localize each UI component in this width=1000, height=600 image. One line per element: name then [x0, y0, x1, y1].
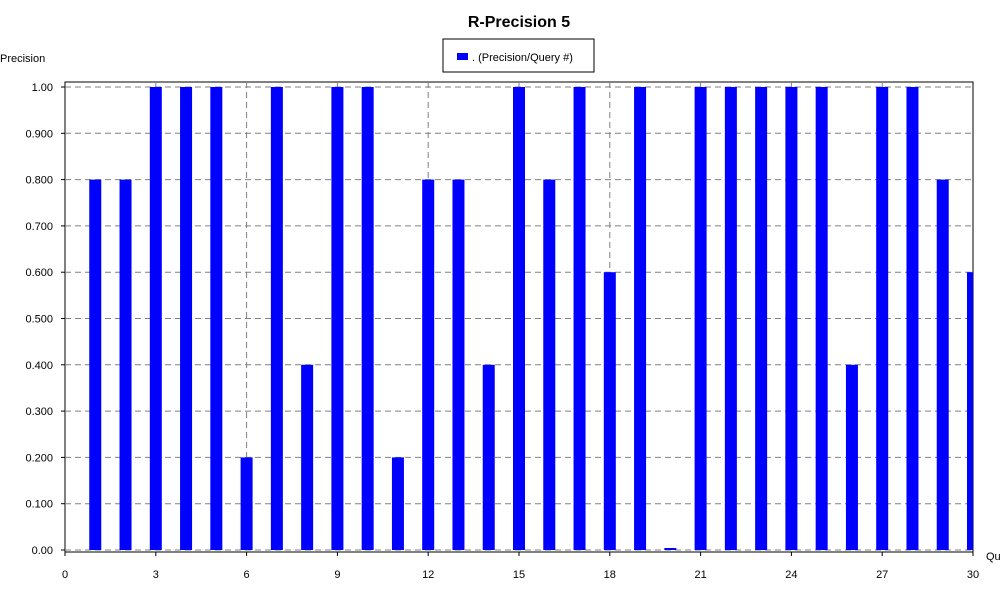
y-tick-label: 0.700 [25, 221, 53, 233]
y-tick-label: 0.500 [25, 314, 53, 326]
y-tick-label: 0.600 [25, 267, 53, 279]
bar-query-21 [694, 87, 707, 550]
bar-query-4 [180, 87, 193, 550]
bar-query-11 [391, 457, 404, 550]
y-tick-label: 0.200 [25, 452, 53, 464]
bars [89, 87, 973, 550]
chart-title: R-Precision 5 [468, 14, 570, 31]
bar-query-1 [89, 179, 102, 550]
x-tick-label: 24 [785, 569, 797, 581]
bar-query-26 [845, 364, 858, 550]
legend-swatch [457, 53, 468, 60]
bar-query-5 [210, 87, 223, 550]
bar-query-8 [301, 364, 314, 550]
y-tick-label: 0.100 [25, 499, 53, 511]
bar-query-25 [815, 87, 828, 550]
bar-query-7 [270, 87, 283, 550]
bar-query-3 [149, 87, 162, 550]
legend-label: . (Precision/Query #) [472, 52, 573, 64]
x-axis: 0 3 6 9 12 15 18 21 24 27 30 [62, 552, 979, 581]
x-tick-label: 27 [876, 569, 888, 581]
bar-query-2 [119, 179, 132, 550]
bar-query-13 [452, 179, 465, 550]
y-tick-label: 0.900 [25, 128, 53, 140]
legend-box [442, 38, 595, 73]
y-tick-label: 0.00 [32, 545, 53, 557]
bar-query-30 [967, 272, 973, 550]
y-axis: 0.00 0.100 0.200 0.300 0.400 0.500 0.600 0.700 0… [25, 82, 65, 557]
x-tick-label: 12 [422, 569, 434, 581]
bar-query-24 [785, 87, 798, 550]
y-tick-label: 0.300 [25, 406, 53, 418]
x-axis-label: Qu [986, 551, 1000, 563]
x-tick-label: 9 [334, 569, 340, 581]
y-axis-label: Precision [0, 53, 45, 65]
x-tick-label: 6 [244, 569, 250, 581]
x-tick-label: 0 [62, 569, 68, 581]
bar-query-23 [755, 87, 768, 550]
x-tick-label: 18 [604, 569, 616, 581]
x-tick-label: 3 [153, 569, 159, 581]
bar-query-19 [634, 87, 647, 550]
bar-query-6 [240, 457, 253, 550]
bar-query-14 [482, 364, 495, 550]
bar-query-27 [876, 87, 889, 550]
bar-query-16 [543, 179, 556, 550]
x-tick-label: 21 [694, 569, 706, 581]
x-tick-label: 15 [513, 569, 525, 581]
bar-query-15 [513, 87, 525, 550]
y-tick-label: 0.400 [25, 360, 53, 372]
bar-query-17 [573, 87, 586, 550]
bar-query-18 [603, 272, 616, 550]
bar-query-10 [361, 87, 374, 550]
bar-query-22 [724, 87, 737, 550]
y-tick-label: 1.00 [32, 82, 53, 94]
bar-query-29 [936, 179, 949, 550]
bar-query-9 [331, 87, 344, 550]
x-tick-label: 30 [967, 569, 979, 581]
bar-query-20 [664, 548, 677, 550]
bar-query-28 [906, 87, 919, 550]
y-tick-label: 0.800 [25, 175, 53, 187]
legend: . (Precision/Query #) [442, 38, 595, 73]
bar-query-12 [422, 179, 435, 550]
